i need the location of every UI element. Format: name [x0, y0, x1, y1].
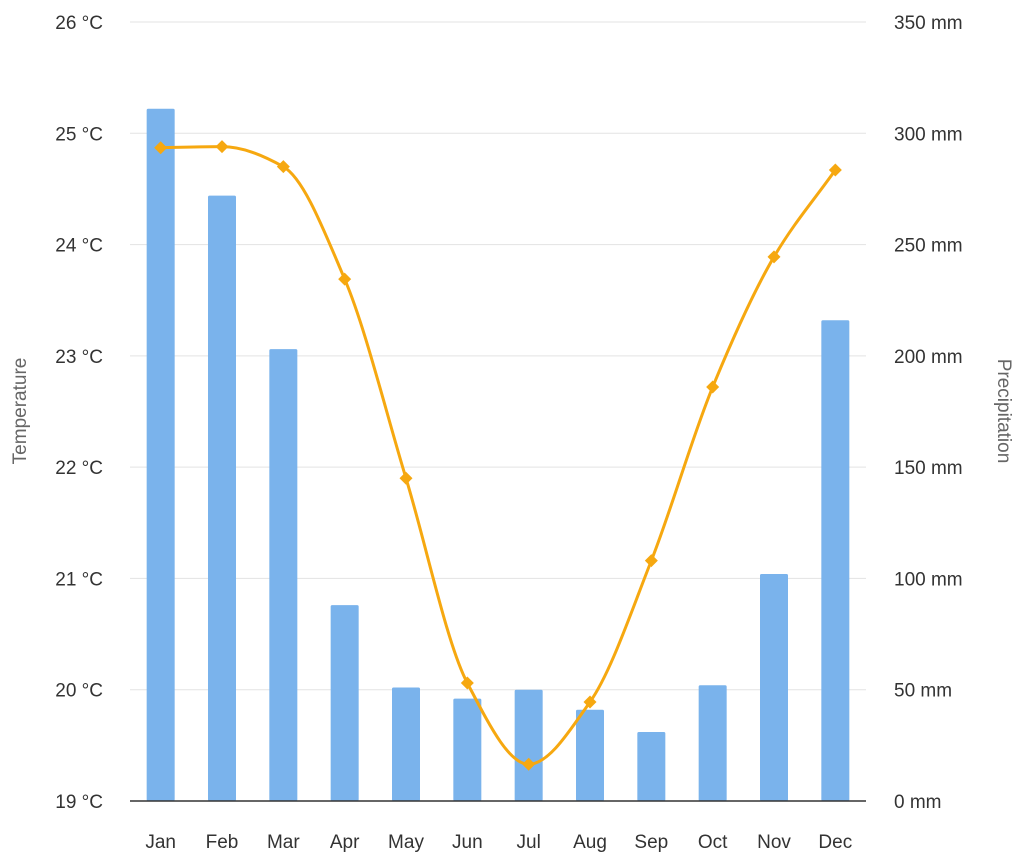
right-tick-label: 300 mm — [894, 124, 963, 145]
x-tick-label: Jun — [452, 832, 483, 853]
precipitation-bar-sep — [637, 732, 666, 801]
x-axis-ticks: Jan Feb Mar Apr May Jun Jul Aug Sep Oct Nov Dec — [145, 832, 852, 853]
x-tick-label: Nov — [757, 832, 791, 853]
precipitation-bar-feb — [208, 195, 236, 801]
temperature-point-oct — [706, 380, 720, 394]
left-tick-label: 26 °C — [55, 13, 103, 34]
x-tick-label: Feb — [206, 832, 239, 853]
precipitation-bar-apr — [330, 605, 359, 801]
x-tick-label: Aug — [573, 832, 607, 853]
temperature-point-feb — [215, 140, 229, 154]
temperature-point-apr — [338, 272, 352, 286]
left-axis-title: Temperature — [10, 358, 31, 465]
right-tick-label: 350 mm — [894, 13, 963, 34]
left-axis-ticks: 19 °C 20 °C 21 °C 22 °C 23 °C 24 °C 25 °C 26 °C — [55, 13, 103, 813]
precipitation-bars — [146, 108, 850, 801]
left-tick-label: 25 °C — [55, 124, 103, 145]
precipitation-bar-dec — [821, 320, 850, 801]
x-tick-label: Jul — [517, 832, 541, 853]
temperature-point-dec — [828, 163, 842, 177]
x-tick-label: Jan — [145, 832, 176, 853]
precipitation-bar-nov — [760, 573, 788, 801]
temperature-point-sep — [644, 554, 658, 568]
right-axis-ticks: 0 mm 50 mm 100 mm 150 mm 200 mm 250 mm 300 mm 3… — [894, 13, 963, 813]
left-tick-label: 24 °C — [55, 236, 103, 257]
right-tick-label: 0 mm — [894, 792, 942, 813]
left-tick-label: 23 °C — [55, 347, 103, 368]
right-tick-label: 250 mm — [894, 236, 963, 257]
precipitation-bar-jul — [514, 689, 543, 801]
right-tick-label: 200 mm — [894, 347, 963, 368]
temperature-point-nov — [767, 250, 781, 264]
x-tick-label: Mar — [267, 832, 300, 853]
left-tick-label: 19 °C — [55, 792, 103, 813]
precipitation-bar-jun — [453, 698, 482, 801]
temperature-point-mar — [276, 160, 290, 174]
left-tick-label: 22 °C — [55, 458, 103, 479]
temperature-point-jun — [460, 676, 474, 690]
temperature-line — [160, 145, 837, 766]
x-tick-label: Oct — [698, 832, 728, 853]
temperature-point-may — [399, 471, 413, 485]
temperature-markers — [154, 140, 842, 771]
precipitation-bar-aug — [576, 709, 604, 801]
right-axis-title: Precipitation — [993, 359, 1014, 464]
left-tick-label: 21 °C — [55, 569, 103, 590]
temperature-point-jul — [522, 757, 536, 771]
grid-lines — [130, 21, 866, 691]
precipitation-bar-oct — [698, 685, 727, 801]
left-tick-label: 20 °C — [55, 681, 103, 702]
x-tick-label: May — [388, 832, 424, 853]
x-tick-label: Dec — [818, 832, 852, 853]
temperature-point-jan — [154, 141, 168, 155]
right-tick-label: 100 mm — [894, 569, 963, 590]
x-tick-label: Apr — [330, 832, 360, 853]
right-tick-label: 50 mm — [894, 681, 952, 702]
precipitation-bar-may — [392, 687, 420, 801]
right-tick-label: 150 mm — [894, 458, 963, 479]
precipitation-bar-mar — [269, 349, 298, 801]
x-tick-label: Sep — [634, 832, 668, 853]
temperature-point-aug — [583, 695, 597, 709]
precipitation-bar-jan — [146, 108, 175, 801]
